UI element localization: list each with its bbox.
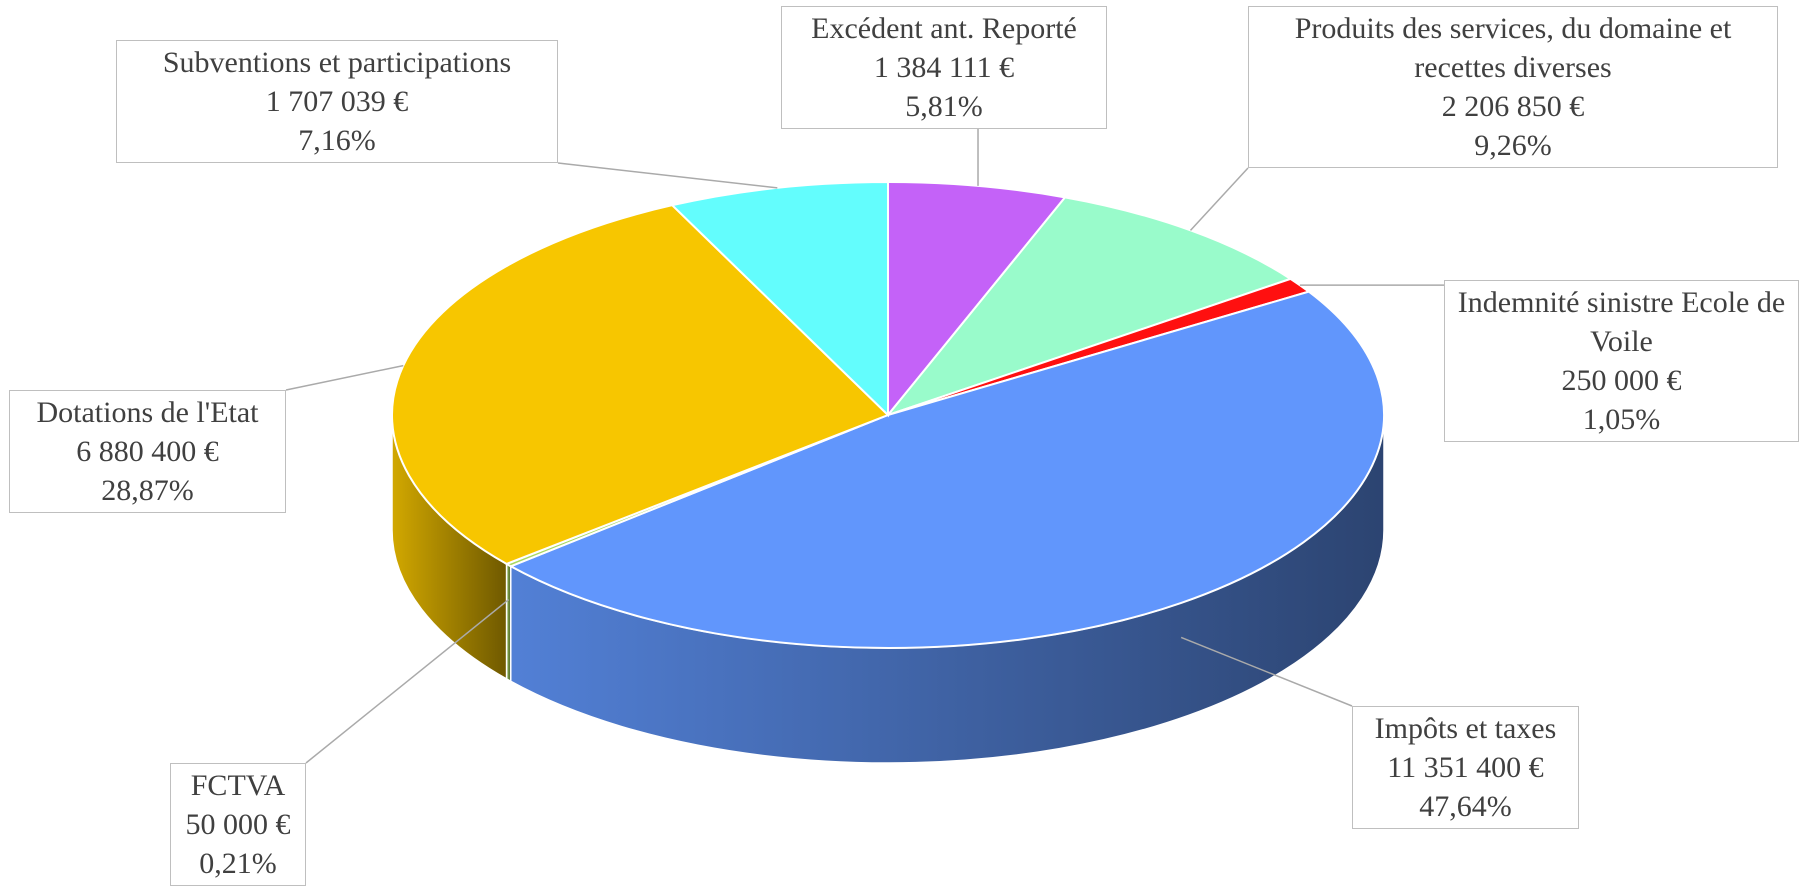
data-label: FCTVA 50 000 € 0,21% xyxy=(170,763,306,886)
data-label: Dotations de l'Etat 6 880 400 € 28,87% xyxy=(9,390,286,513)
leader-line xyxy=(1189,167,1249,231)
label-percent: 7,16% xyxy=(298,124,376,157)
label-amount: 50 000 € xyxy=(185,808,291,841)
slice xyxy=(670,180,889,418)
label-name: FCTVA xyxy=(190,769,286,802)
leader-line xyxy=(285,364,404,391)
data-label: Excédent ant. Reporté 1 384 111 € 5,81% xyxy=(781,6,1107,129)
label-percent: 0,21% xyxy=(199,847,277,880)
leader-line xyxy=(557,162,778,189)
slice xyxy=(887,180,1067,418)
label-name: Dotations de l'Etat xyxy=(36,396,259,429)
label-amount: 1 707 039 € xyxy=(265,85,409,118)
label-name: Impôts et taxes xyxy=(1374,712,1557,745)
pie-top xyxy=(391,180,1385,649)
label-percent: 5,81% xyxy=(905,90,983,123)
data-label: Indemnité sinistre Ecole de Voile 250 000… xyxy=(1444,280,1799,442)
label-amount: 11 351 400 € xyxy=(1387,751,1544,784)
slice xyxy=(508,290,1385,649)
label-name: Subventions et participations xyxy=(162,46,512,79)
leader-lines xyxy=(285,129,1444,764)
data-label: Subventions et participations 1 707 039 €… xyxy=(116,40,558,163)
data-label: Impôts et taxes 11 351 400 € 47,64% xyxy=(1352,706,1579,829)
label-percent: 9,26% xyxy=(1474,129,1552,162)
label-amount: 250 000 € xyxy=(1561,364,1682,397)
leader-line xyxy=(1180,636,1353,707)
label-name: Indemnité sinistre Ecole de Voile xyxy=(1457,286,1786,358)
label-percent: 28,87% xyxy=(101,474,194,507)
label-amount: 2 206 850 € xyxy=(1441,90,1585,123)
label-percent: 47,64% xyxy=(1419,790,1512,823)
label-name: Excédent ant. Reporté xyxy=(811,12,1077,45)
label-amount: 1 384 111 € xyxy=(873,51,1015,84)
label-amount: 6 880 400 € xyxy=(76,435,219,468)
label-name: Produits des services, du domaine et rec… xyxy=(1294,12,1732,84)
leader-line xyxy=(305,599,510,764)
label-percent: 1,05% xyxy=(1582,403,1661,436)
data-label: Produits des services, du domaine et rec… xyxy=(1248,6,1778,168)
